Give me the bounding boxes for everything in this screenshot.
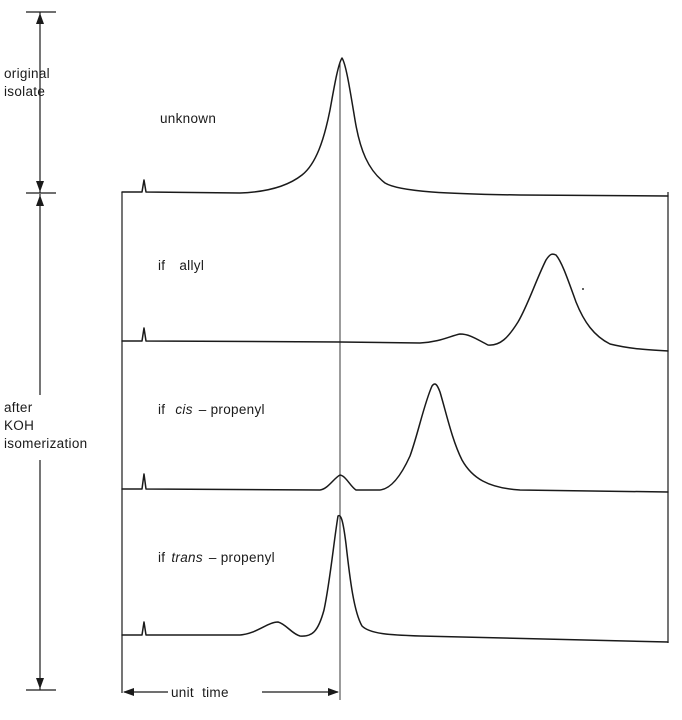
- label-koh: KOH: [4, 418, 34, 433]
- after-koh-bracket: [26, 194, 56, 691]
- label-original: original: [4, 66, 50, 81]
- trace-trans-propenyl: [121, 514, 669, 643]
- label-isolate: isolate: [4, 84, 45, 99]
- unit-time-indicator: unit time: [123, 685, 339, 700]
- label-isomerization: isomerization: [4, 436, 87, 451]
- label-after: after: [4, 400, 33, 415]
- original-isolate-bracket: [26, 11, 56, 194]
- arrow-down-icon: [36, 181, 44, 192]
- trace-label-allyl: if allyl: [158, 258, 204, 273]
- trace-label-unknown: unknown: [160, 111, 216, 126]
- arrow-right-icon: [328, 688, 339, 696]
- trace-label-cis-propenyl: if cis – propenyl: [158, 402, 265, 417]
- trace-label-trans-propenyl: if trans – propenyl: [158, 550, 275, 565]
- speck: [582, 288, 584, 290]
- arrow-up-icon: [36, 195, 44, 206]
- trace-allyl: [121, 253, 669, 352]
- trace-unknown: [121, 57, 669, 197]
- arrow-left-icon: [123, 688, 134, 696]
- arrow-down-icon: [36, 678, 44, 689]
- unit-time-label: unit time: [171, 685, 229, 700]
- trace-cis-propenyl: [121, 383, 669, 493]
- arrow-up-icon: [36, 13, 44, 24]
